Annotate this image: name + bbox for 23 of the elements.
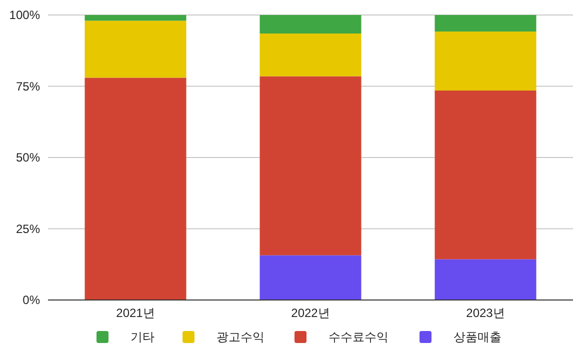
bar <box>260 15 362 34</box>
bar <box>434 15 536 32</box>
legend-label: 광고수익 <box>216 330 264 344</box>
bar <box>434 90 536 260</box>
x-tick-label: 2021년 <box>116 306 155 320</box>
bar <box>84 15 186 21</box>
legend-label: 수수료수익 <box>328 330 388 344</box>
bar <box>434 259 536 300</box>
y-tick-label: 50% <box>16 150 40 164</box>
bar <box>260 34 362 76</box>
bar <box>434 32 536 91</box>
legend-label: 기타 <box>130 330 154 344</box>
legend-label: 상품매출 <box>454 330 502 344</box>
y-tick-label: 100% <box>9 8 40 22</box>
bar <box>84 78 186 300</box>
y-tick-label: 75% <box>16 79 40 94</box>
x-tick-label: 2023년 <box>466 306 505 320</box>
y-tick-label: 0% <box>22 293 40 307</box>
y-tick-label: 25% <box>16 222 40 236</box>
bar <box>84 20 186 78</box>
bar <box>260 255 362 300</box>
x-tick-label: 2022년 <box>291 306 330 320</box>
bar <box>260 76 362 256</box>
